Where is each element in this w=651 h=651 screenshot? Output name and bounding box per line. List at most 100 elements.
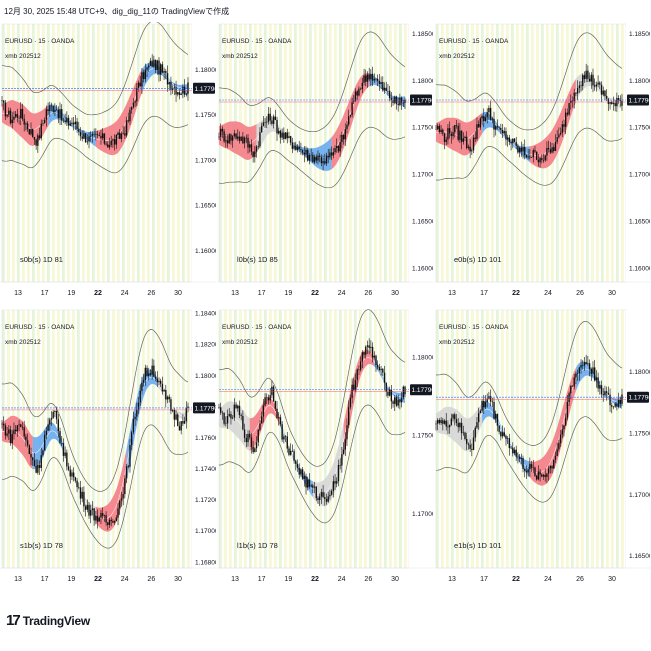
x-tick-label: 13: [448, 290, 456, 297]
candle-body: [438, 419, 441, 424]
session-band: [162, 24, 165, 282]
candle-body: [295, 460, 297, 464]
candle-body: [435, 128, 437, 130]
session-band: [324, 310, 327, 568]
candle-body: [517, 145, 519, 153]
session-band: [441, 310, 444, 568]
candle-body: [347, 116, 350, 125]
candle-body: [616, 403, 618, 407]
x-tick-label: 19: [67, 290, 75, 297]
trend-band-red: [529, 78, 576, 169]
candle-body: [611, 405, 613, 407]
candle-body: [351, 384, 353, 398]
chart-panel-e1b[interactable]: 1.18000 1.17500 1.17000 1.16500 1.17790 13 17 2…: [434, 308, 650, 592]
candle-body: [156, 378, 158, 383]
candle-body: [141, 382, 143, 391]
chart-panel-s0b[interactable]: 1.18000 1.17500 1.17000 1.16500 1.16000 1.177…: [0, 22, 216, 306]
candle-body: [153, 59, 155, 67]
session-band: [274, 310, 277, 568]
candle-body: [52, 411, 54, 419]
candle-body: [564, 112, 567, 127]
candle-body: [124, 133, 126, 136]
candle-body: [592, 74, 594, 86]
candle-body: [535, 151, 538, 160]
candle-body: [339, 464, 341, 466]
candle-body: [503, 131, 505, 134]
candle-body: [593, 367, 596, 381]
candle-body: [78, 487, 80, 488]
session-band: [299, 310, 302, 568]
candle-body: [177, 92, 179, 95]
candle-body: [337, 464, 340, 482]
x-tick-label: 26: [147, 576, 155, 583]
candle-body: [47, 109, 49, 111]
session-band: [596, 310, 599, 568]
candle-body: [585, 70, 587, 79]
session-band: [264, 24, 267, 282]
candle-body: [21, 426, 24, 428]
candle-body: [599, 82, 601, 85]
candle-body: [471, 150, 473, 152]
candle-body: [561, 124, 563, 133]
candle-body: [163, 389, 165, 392]
candle-body: [529, 156, 531, 158]
candle-body: [435, 423, 437, 425]
tradingview-logo[interactable]: 17 TradingView: [6, 612, 90, 629]
session-band: [167, 310, 170, 568]
candle-body: [515, 142, 517, 146]
candle-body: [556, 137, 558, 142]
candle-body: [45, 430, 48, 435]
y-tick-label: 1.17500: [629, 430, 650, 437]
chart-panel-l0b[interactable]: 1.18500 1.18000 1.17500 1.17000 1.16500 1.160…: [217, 22, 433, 306]
candle-body: [501, 432, 504, 437]
candle-body: [218, 407, 220, 408]
candle-body: [361, 82, 364, 90]
candle-body: [400, 397, 403, 403]
candle-body: [283, 132, 285, 139]
candle-body: [284, 132, 287, 139]
candle-body: [605, 96, 608, 99]
candle-body: [264, 397, 266, 406]
session-band: [611, 24, 614, 282]
envelope-upper: [1, 22, 189, 116]
chart-subtitle: xmb 202512: [5, 339, 41, 346]
candle-body: [32, 457, 34, 461]
candle-body: [165, 71, 167, 74]
chart-panel-e0b[interactable]: 1.18500 1.18000 1.17500 1.17000 1.16500 1.160…: [434, 22, 650, 306]
session-band: [224, 24, 227, 282]
x-tick-label: 26: [147, 290, 155, 297]
candles: [218, 66, 406, 171]
candle-body: [481, 401, 483, 411]
session-band: [621, 310, 624, 568]
candle-body: [529, 464, 531, 470]
chart-svg: 1.18500 1.18000 1.17500 1.17000 1.16500 1.160…: [434, 22, 650, 306]
candle-body: [341, 134, 343, 143]
candle-body: [175, 87, 177, 95]
candle-body: [535, 475, 538, 480]
session-band: [219, 310, 222, 568]
session-band: [404, 24, 407, 282]
candle-body: [64, 452, 66, 456]
candle-body: [20, 108, 22, 119]
candle-body: [228, 134, 230, 144]
current-price-tag: [627, 391, 649, 403]
candle-body: [115, 134, 118, 145]
current-price-tag: [193, 402, 215, 414]
trend-band-gray: [312, 423, 344, 507]
candle-body: [267, 113, 270, 122]
session-band: [451, 24, 454, 282]
session-band: [12, 24, 15, 282]
candle-body: [452, 132, 454, 137]
candle-body: [230, 134, 232, 141]
session-band: [57, 24, 60, 282]
session-band: [187, 24, 190, 282]
candle-body: [84, 133, 87, 143]
session-band: [229, 24, 232, 282]
candle-body: [107, 144, 109, 148]
chart-panel-s1b[interactable]: 1.184001.182001.180001.178001.176001.174…: [0, 308, 216, 592]
session-band: [516, 310, 519, 568]
candle-body: [612, 103, 615, 105]
candle-body: [447, 128, 449, 140]
candle-body: [57, 419, 60, 432]
chart-panel-l1b[interactable]: 1.18000 1.17500 1.17000 1.17790 13 17 19 22 24 26…: [217, 308, 433, 592]
